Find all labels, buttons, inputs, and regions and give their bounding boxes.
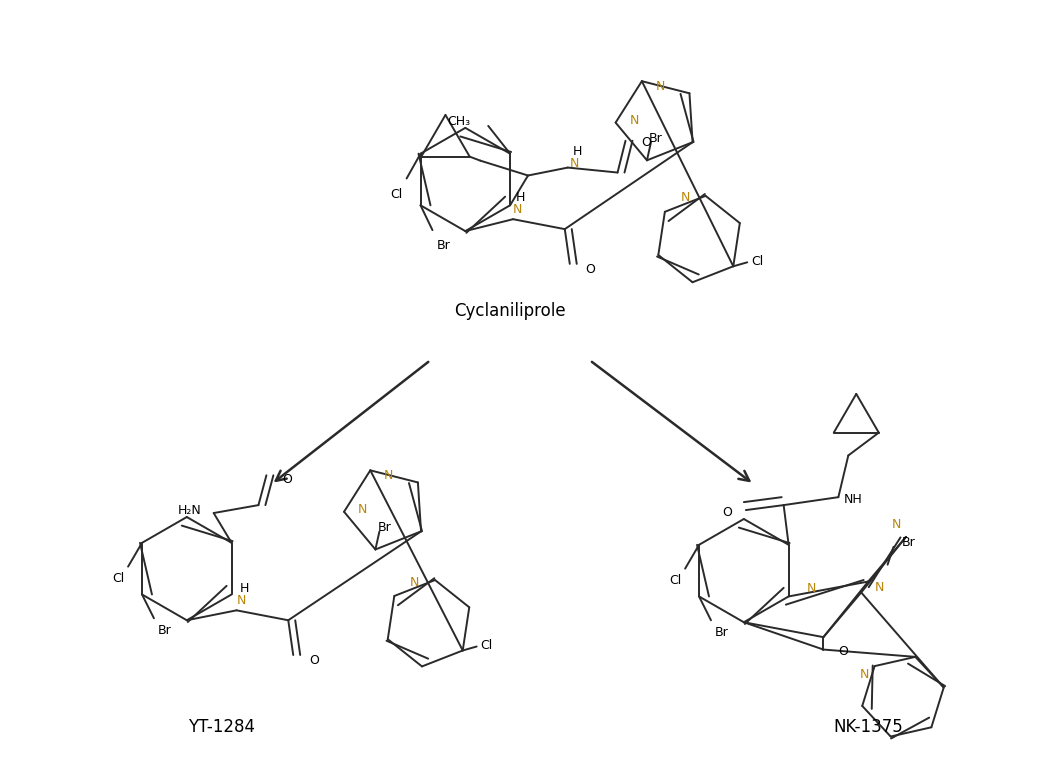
Text: Cyclaniliprole: Cyclaniliprole: [455, 301, 566, 320]
Text: NK-1375: NK-1375: [834, 718, 903, 737]
Text: Cl: Cl: [669, 574, 681, 587]
Text: N: N: [513, 203, 523, 216]
Text: N: N: [410, 575, 419, 588]
Text: H₂N: H₂N: [178, 503, 202, 516]
Text: N: N: [570, 157, 580, 170]
Text: Cl: Cl: [751, 255, 763, 268]
Text: Cl: Cl: [481, 639, 492, 652]
Text: Br: Br: [158, 623, 171, 636]
Text: Br: Br: [437, 239, 450, 252]
Text: O: O: [722, 506, 732, 519]
Text: NH: NH: [843, 493, 862, 506]
Text: Cl: Cl: [391, 188, 402, 201]
Text: Cl: Cl: [112, 572, 124, 585]
Text: N: N: [680, 191, 690, 204]
Text: Br: Br: [715, 626, 729, 639]
Text: Br: Br: [649, 132, 663, 145]
Text: N: N: [806, 582, 816, 595]
Text: O: O: [282, 473, 292, 486]
Text: O: O: [642, 136, 651, 149]
Text: N: N: [860, 668, 869, 681]
Text: O: O: [586, 263, 595, 276]
Text: H: H: [239, 582, 249, 595]
Text: N: N: [358, 503, 367, 516]
Text: Br: Br: [902, 536, 916, 549]
Text: N: N: [236, 594, 246, 607]
Text: Br: Br: [377, 521, 392, 534]
Text: O: O: [838, 645, 848, 658]
Text: N: N: [875, 581, 884, 594]
Text: YT-1284: YT-1284: [188, 718, 255, 737]
Text: O: O: [309, 655, 319, 668]
Text: N: N: [384, 469, 394, 482]
Text: N: N: [656, 80, 665, 93]
Text: N: N: [891, 519, 901, 532]
Text: N: N: [630, 114, 638, 127]
Text: CH₃: CH₃: [447, 116, 470, 129]
Text: H: H: [573, 145, 582, 158]
Text: H: H: [516, 190, 525, 203]
